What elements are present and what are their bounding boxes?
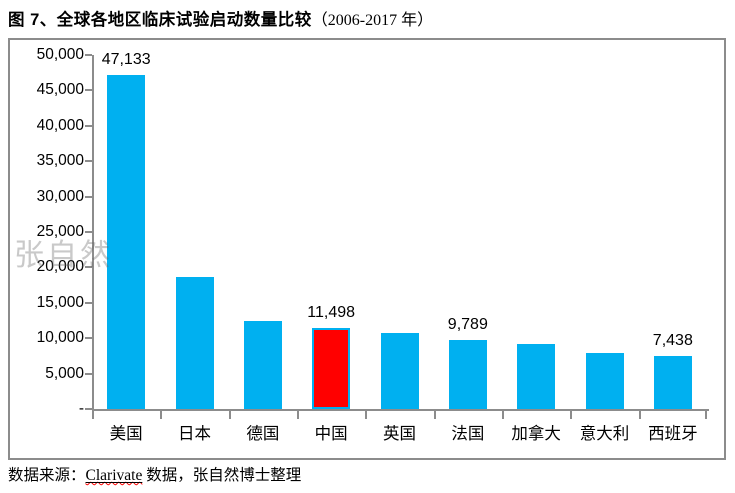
- y-tick-label: 45,000: [36, 81, 84, 99]
- y-axis-tick: [85, 124, 92, 127]
- figure-title-main: 图 7、全球各地区临床试验启动数量比较: [8, 11, 312, 29]
- x-axis-tick: [705, 411, 707, 419]
- x-category-label: 意大利: [579, 424, 630, 443]
- figure-title-suffix: （2006-2017 年）: [311, 12, 434, 29]
- bar-美国: [107, 75, 146, 409]
- source-suffix: 数据，张自然博士整理: [142, 467, 302, 484]
- x-category-label: 法国: [451, 424, 485, 443]
- y-tick-label: 15,000: [36, 293, 84, 311]
- y-axis-line: [92, 55, 94, 411]
- source-spellcheck-wavy: Clarivate: [86, 467, 143, 484]
- y-axis-tick: [85, 301, 92, 304]
- y-tick-label: 5,000: [45, 364, 84, 382]
- bar-value-label: 11,498: [307, 303, 356, 321]
- x-category-label: 美国: [109, 424, 143, 443]
- bar-意大利: [585, 353, 624, 409]
- y-axis-tick: [85, 160, 92, 163]
- x-category-label: 日本: [177, 424, 211, 443]
- x-category-label: 西班牙: [648, 424, 698, 443]
- y-axis-tick: [85, 408, 92, 410]
- x-axis-tick: [570, 411, 573, 419]
- y-tick-label: 10,000: [36, 329, 84, 347]
- x-axis-tick: [228, 411, 231, 419]
- y-tick-label: -: [78, 400, 84, 417]
- x-axis-tick: [160, 411, 163, 419]
- bar-西班牙: [653, 356, 692, 409]
- source-clarivate-text: Clarivate: [85, 467, 143, 484]
- y-tick-label: 25,000: [36, 223, 84, 240]
- y-axis-tick: [85, 231, 92, 233]
- x-category-label: 德国: [246, 424, 280, 443]
- bar-英国: [380, 332, 419, 409]
- x-category-label: 英国: [382, 424, 416, 443]
- x-axis-tick: [297, 411, 299, 419]
- y-axis-tick: [85, 54, 92, 56]
- x-axis-line: [92, 409, 709, 411]
- bar-value-label: 7,438: [652, 332, 693, 350]
- source-line: 数据来源：Clarivate 数据，张自然博士整理: [8, 463, 301, 485]
- bar-中国: [312, 327, 351, 409]
- bar-日本: [175, 277, 214, 409]
- bar-value-label: 9,789: [447, 315, 488, 333]
- x-axis-tick: [92, 411, 94, 419]
- y-tick-label: 20,000: [36, 258, 84, 276]
- bar-德国: [243, 321, 282, 409]
- y-axis-tick: [85, 195, 92, 198]
- chart-area: 张自然 -5,000 10,000 15,000 20,000 25,000 30,000…: [8, 38, 726, 460]
- y-axis-tick: [85, 337, 92, 340]
- x-axis-tick: [502, 411, 504, 419]
- bar-法国: [448, 339, 487, 409]
- bar-加拿大: [517, 344, 556, 409]
- bar-value-label: 47,133: [101, 51, 151, 69]
- y-tick-label: 40,000: [36, 116, 84, 134]
- x-category-label: 加拿大: [511, 424, 561, 443]
- y-tick-label: 50,000: [36, 46, 84, 63]
- y-axis-tick: [85, 372, 92, 375]
- x-category-label: 中国: [314, 424, 348, 443]
- source-prefix: 数据来源：: [8, 467, 86, 484]
- y-tick-label: 30,000: [36, 187, 84, 205]
- x-axis-tick: [638, 411, 641, 419]
- y-axis-tick: [85, 266, 92, 269]
- x-axis-tick: [433, 411, 436, 419]
- figure-title: 图 7、全球各地区临床试验启动数量比较（2006-2017 年）: [8, 6, 433, 30]
- y-tick-label: 35,000: [36, 152, 84, 170]
- x-axis-tick: [365, 411, 368, 419]
- y-axis-tick: [85, 89, 92, 92]
